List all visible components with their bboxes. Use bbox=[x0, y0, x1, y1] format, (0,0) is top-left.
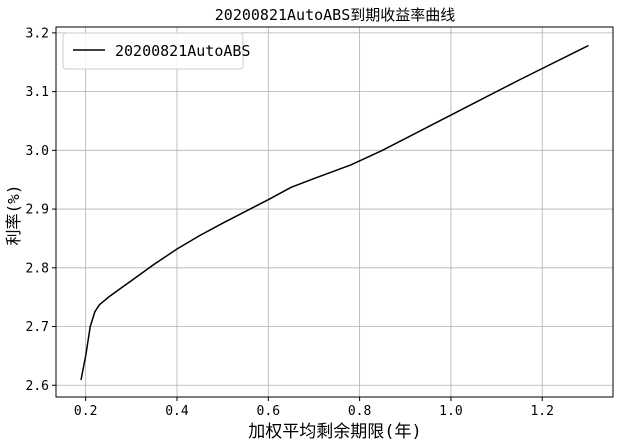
x-tick-label: 0.4 bbox=[165, 404, 189, 419]
x-tick-label: 0.8 bbox=[348, 404, 371, 419]
plot-frame bbox=[55, 26, 614, 398]
x-axis-label: 加权平均剩余期限(年) bbox=[248, 422, 421, 442]
y-tick-label: 2.6 bbox=[26, 379, 49, 394]
series-layer bbox=[80, 45, 589, 381]
legend-entry-label: 20200821AutoABS bbox=[115, 42, 250, 60]
y-tick-label: 2.8 bbox=[26, 261, 49, 276]
series-line bbox=[80, 45, 589, 381]
grid bbox=[56, 27, 613, 397]
legend-box bbox=[62, 32, 244, 70]
y-axis-ticks: 2.6 2.7 2.8 2.9 3.0 3.1 3.2 bbox=[26, 26, 56, 394]
y-tick-label: 2.7 bbox=[26, 320, 49, 335]
y-tick-label: 2.9 bbox=[26, 203, 49, 218]
x-tick-label: 0.2 bbox=[74, 404, 97, 419]
x-tick-label: 0.6 bbox=[257, 404, 280, 419]
x-tick-label: 1.2 bbox=[530, 404, 553, 419]
chart-title: 20200821AutoABS到期收益率曲线 bbox=[215, 6, 455, 24]
x-tick-label: 1.0 bbox=[439, 404, 462, 419]
y-tick-label: 3.0 bbox=[26, 144, 49, 159]
x-axis-ticks: 0.2 0.4 0.6 0.8 1.0 1.2 bbox=[74, 397, 554, 419]
y-axis-label: 利率(%) bbox=[4, 185, 23, 246]
y-tick-label: 3.1 bbox=[26, 85, 49, 100]
y-tick-label: 3.2 bbox=[26, 26, 49, 41]
legend: 20200821AutoABS bbox=[62, 32, 250, 70]
